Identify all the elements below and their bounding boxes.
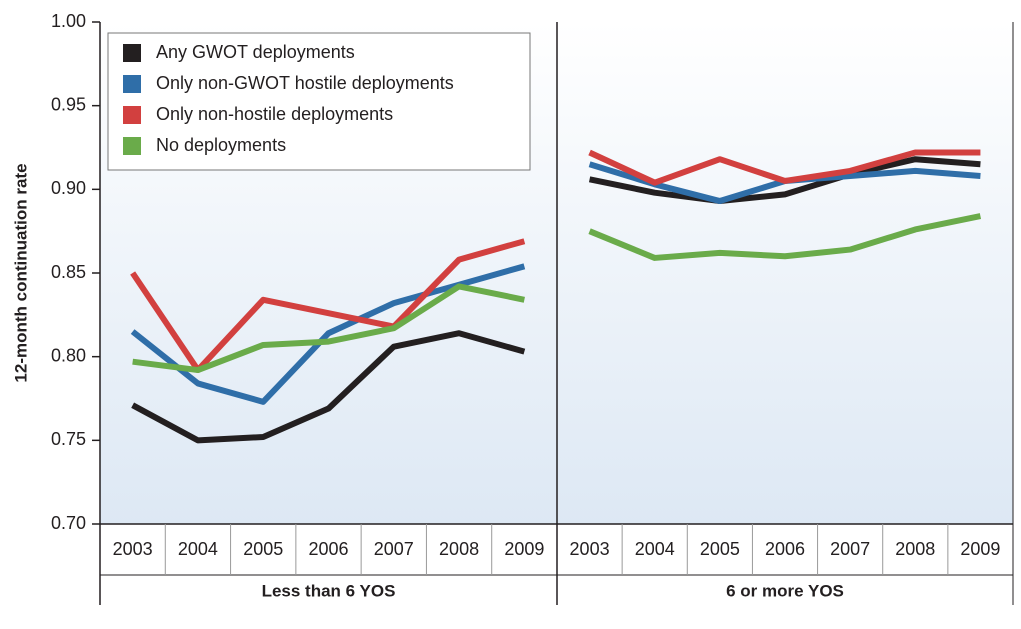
x-tick-label: 2008 <box>439 539 479 559</box>
series-line <box>588 156 981 205</box>
x-tick-label: 2007 <box>830 539 870 559</box>
legend-label: No deployments <box>156 135 286 155</box>
x-tick-label: 2006 <box>308 539 348 559</box>
legend-swatch <box>123 106 141 124</box>
x-tick-label: 2007 <box>374 539 414 559</box>
y-tick-label: 0.75 <box>51 429 86 449</box>
x-tick-label: 2004 <box>178 539 218 559</box>
y-tick-label: 0.90 <box>51 178 86 198</box>
x-tick-label: 2008 <box>895 539 935 559</box>
x-tick-label: 2003 <box>570 539 610 559</box>
y-axis-label: 12-month continuation rate <box>11 163 30 382</box>
x-tick-label: 2009 <box>960 539 1000 559</box>
y-tick-label: 0.80 <box>51 345 86 365</box>
series-line <box>588 213 982 261</box>
panel-label: 6 or more YOS <box>726 581 844 600</box>
series-line <box>132 283 525 374</box>
legend-swatch <box>123 75 141 93</box>
series-line <box>588 149 981 186</box>
legend-label: Only non-hostile deployments <box>156 104 393 124</box>
x-tick-label: 2005 <box>700 539 740 559</box>
y-tick-label: 0.95 <box>51 94 86 114</box>
x-tick-label: 2004 <box>635 539 675 559</box>
panel-label: Less than 6 YOS <box>262 581 396 600</box>
series-line <box>131 330 526 444</box>
x-tick-label: 2009 <box>504 539 544 559</box>
y-tick-label: 0.70 <box>51 513 86 533</box>
x-tick-label: 2005 <box>243 539 283 559</box>
y-tick-label: 1.00 <box>51 11 86 31</box>
legend-label: Any GWOT deployments <box>156 42 355 62</box>
x-tick-label: 2006 <box>765 539 805 559</box>
legend-swatch <box>123 137 141 155</box>
legend-swatch <box>123 44 141 62</box>
x-tick-label: 2003 <box>113 539 153 559</box>
legend-label: Only non-GWOT hostile deployments <box>156 73 454 93</box>
y-tick-label: 0.85 <box>51 262 86 282</box>
legend-box <box>107 32 531 171</box>
